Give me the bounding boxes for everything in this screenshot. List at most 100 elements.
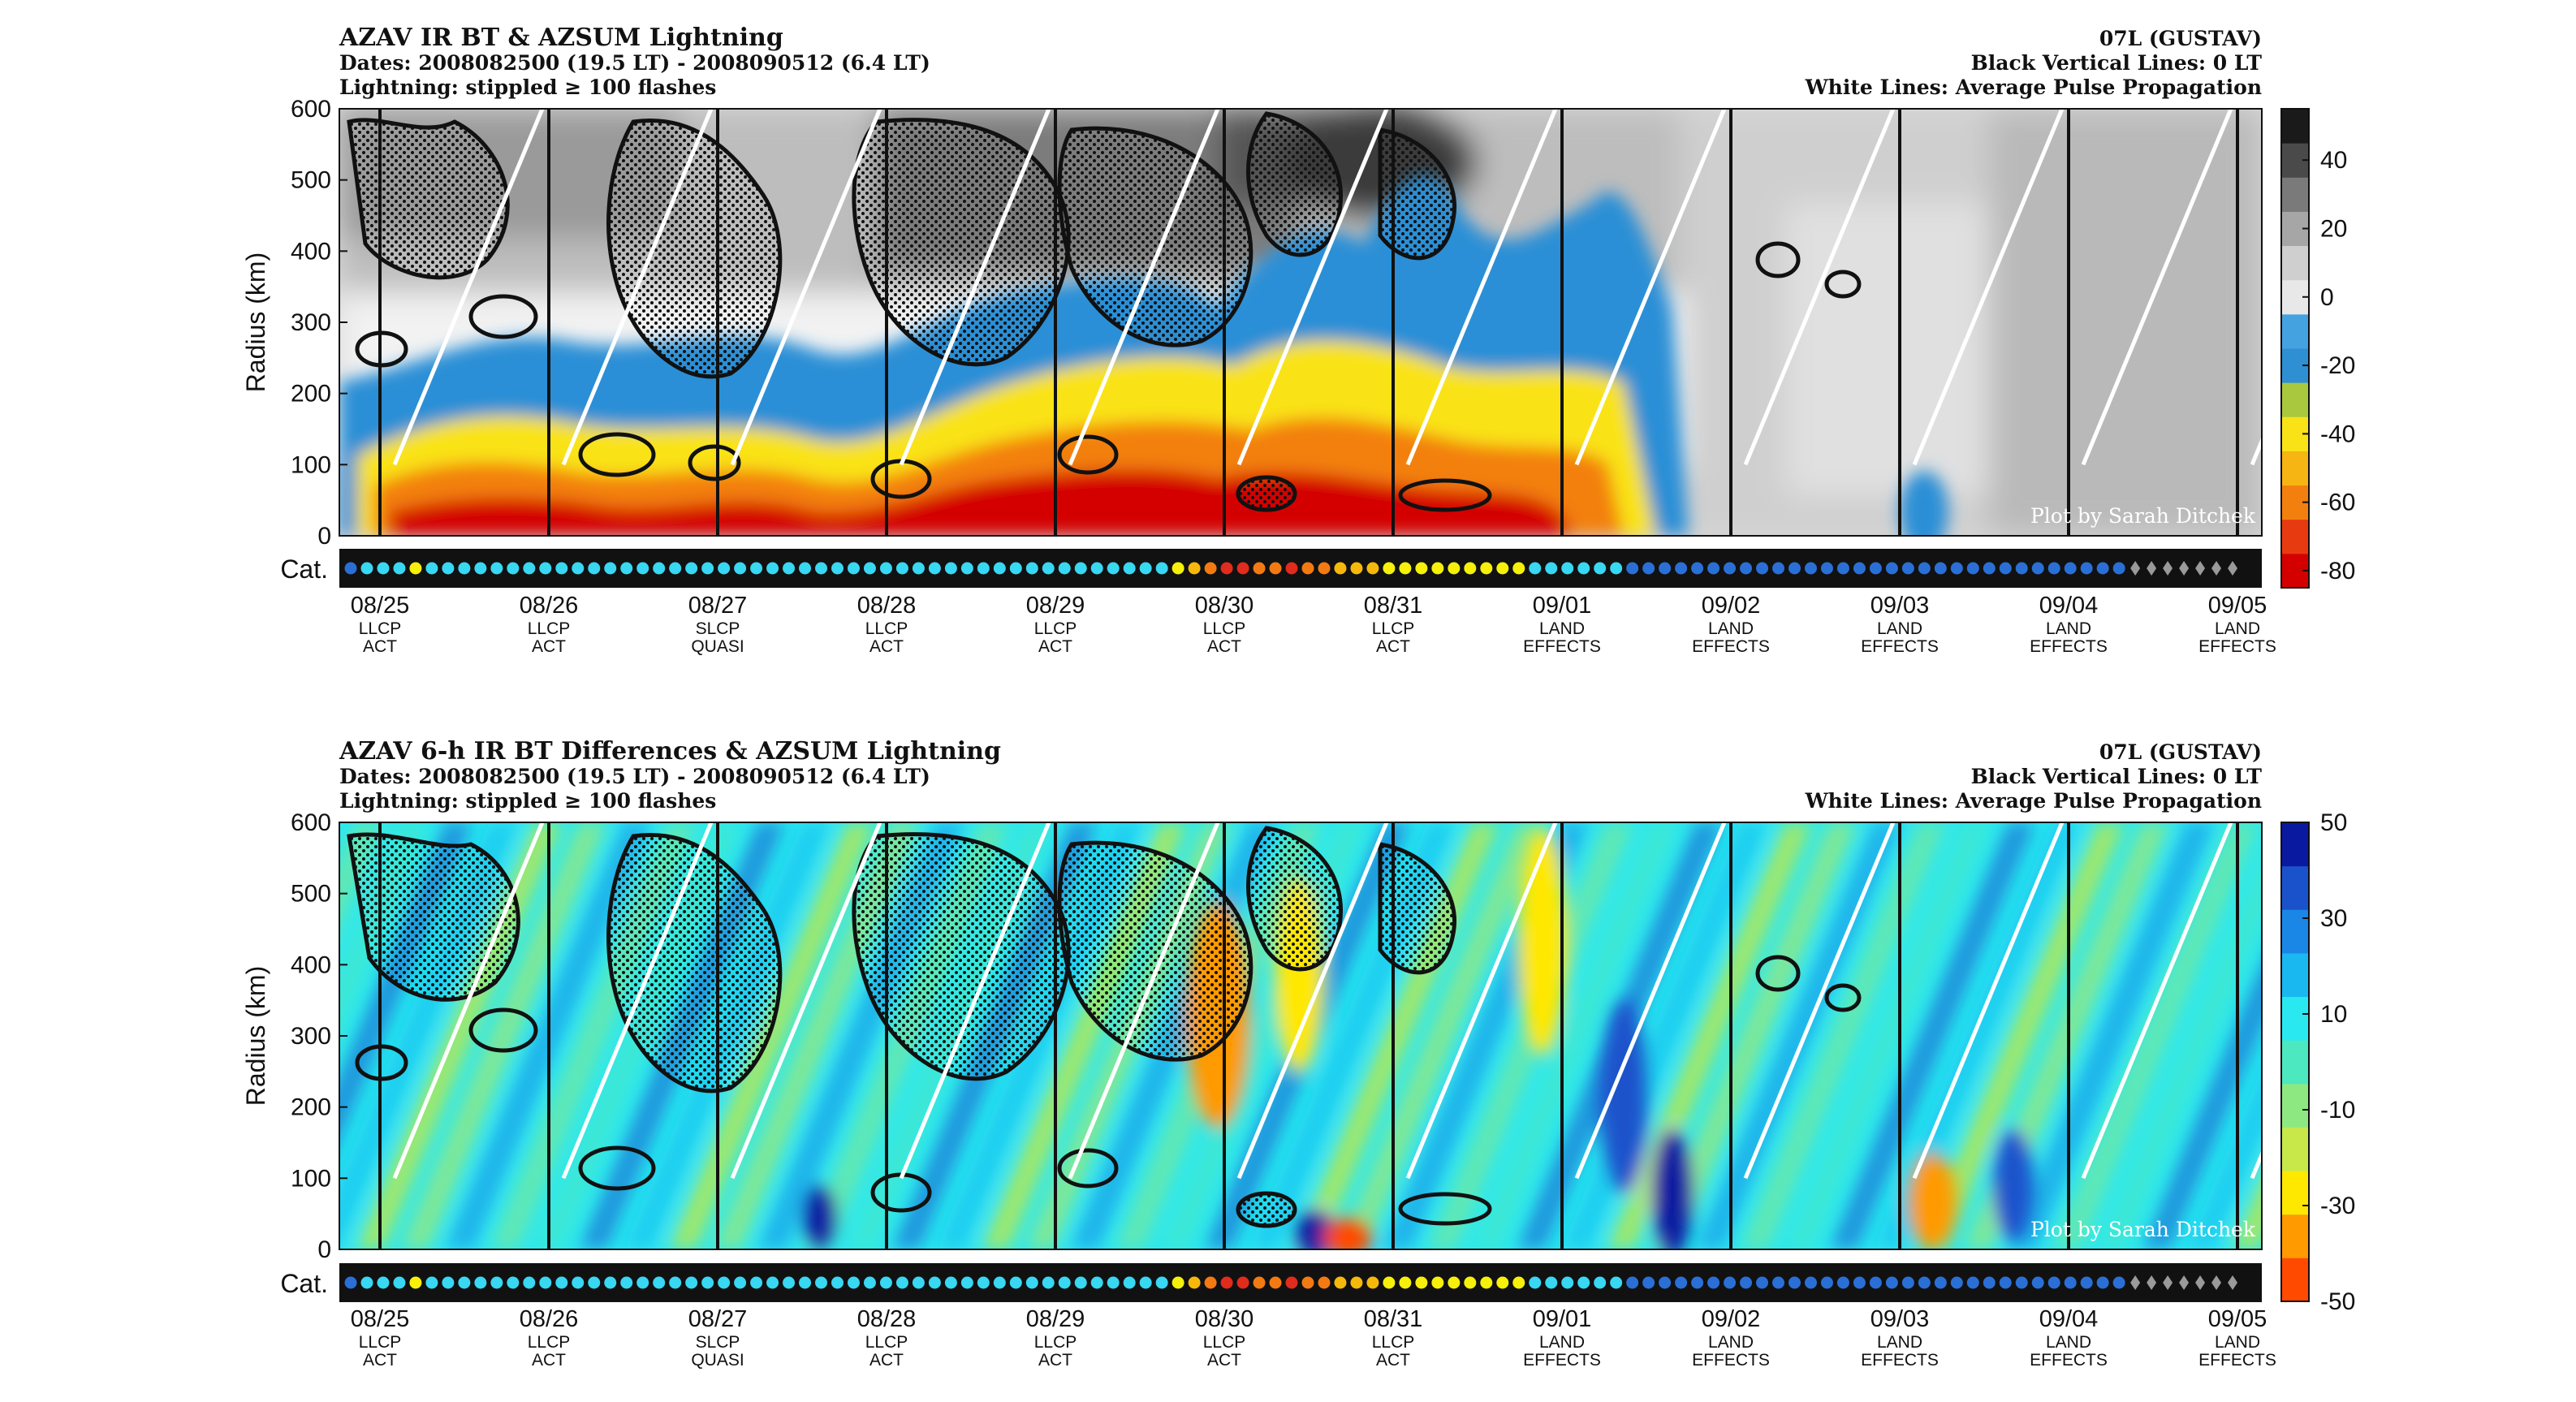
date-tick-label: 08/28 — [857, 593, 917, 619]
category-marker — [863, 1276, 876, 1289]
category-marker — [1464, 1276, 1477, 1289]
colorbar-segment — [2281, 1127, 2309, 1171]
category-marker — [2163, 561, 2173, 576]
category-marker — [1042, 562, 1055, 575]
pulse-propagation-line — [392, 109, 545, 466]
category-marker — [701, 1276, 714, 1289]
category-marker — [831, 562, 844, 575]
stage-label-line1: LAND — [2046, 1333, 2091, 1352]
category-marker — [928, 562, 941, 575]
category-marker — [2015, 1276, 2028, 1289]
category-marker — [344, 1276, 357, 1289]
category-marker — [425, 562, 438, 575]
category-marker — [2179, 561, 2190, 576]
date-tick-label: 08/29 — [1026, 593, 1085, 619]
date-tick-label: 08/25 — [351, 593, 410, 619]
category-marker — [1301, 1276, 1314, 1289]
category-marker — [442, 562, 455, 575]
colorbar-segment — [2281, 865, 2309, 910]
stage-label-line1: SLCP — [696, 1333, 740, 1352]
category-marker — [1594, 562, 1607, 575]
category-marker — [2130, 1275, 2141, 1290]
category-marker — [847, 562, 860, 575]
category-marker — [1804, 1276, 1817, 1289]
category-marker — [1691, 1276, 1704, 1289]
category-marker — [1269, 1276, 1282, 1289]
date-tick-label: 08/26 — [520, 593, 579, 619]
stage-label-line1: LAND — [1539, 1333, 1585, 1352]
category-marker — [1771, 1276, 1784, 1289]
pulse-propagation-line — [1236, 109, 1389, 466]
category-marker — [1334, 1276, 1347, 1289]
category-marker — [1950, 1276, 1963, 1289]
category-marker — [1529, 562, 1542, 575]
date-tick-label: 09/02 — [1702, 593, 1761, 619]
category-marker — [1236, 562, 1249, 575]
category-marker — [458, 562, 471, 575]
category-marker — [685, 1276, 698, 1289]
stage-label-line2: ACT — [1376, 637, 1410, 656]
pulse-propagation-line — [392, 822, 545, 1180]
category-marker — [1220, 562, 1233, 575]
category-marker — [944, 1276, 957, 1289]
stage-label-line1: LLCP — [865, 1333, 908, 1352]
category-marker — [1009, 1276, 1022, 1289]
category-marker — [2112, 562, 2125, 575]
category-marker — [360, 1276, 373, 1289]
category-marker — [1301, 562, 1314, 575]
category-marker — [1285, 1276, 1298, 1289]
date-tick-label: 08/27 — [688, 1306, 748, 1332]
category-marker — [1545, 562, 1558, 575]
category-marker — [977, 1276, 990, 1289]
category-marker — [2130, 561, 2141, 576]
stage-label-line2: EFFECTS — [1692, 637, 1770, 656]
category-marker — [1642, 1276, 1655, 1289]
category-marker — [604, 1276, 617, 1289]
category-marker — [1999, 562, 2012, 575]
category-marker — [993, 1276, 1006, 1289]
category-marker — [1025, 1276, 1038, 1289]
date-tick-label: 09/01 — [1533, 593, 1592, 619]
category-marker — [1090, 1276, 1103, 1289]
stage-label-line1: LLCP — [1034, 1333, 1077, 1352]
category-marker — [1983, 1276, 1996, 1289]
category-marker — [1966, 1276, 1979, 1289]
panel-a-lightning-contours — [355, 241, 1862, 512]
colorbar-segment — [2281, 382, 2309, 417]
date-tick-label: 09/01 — [1533, 1306, 1592, 1332]
category-marker — [766, 562, 779, 575]
category-marker — [1918, 562, 1931, 575]
pulse-propagation-line — [1743, 822, 1896, 1180]
category-marker — [2228, 561, 2238, 576]
category-marker — [2163, 1275, 2173, 1290]
date-tick-label: 09/02 — [1702, 1306, 1761, 1332]
category-marker — [1836, 1276, 1849, 1289]
category-marker — [1512, 1276, 1525, 1289]
stage-label-line1: LLCP — [359, 619, 402, 638]
category-marker — [685, 562, 698, 575]
stage-label-line1: LAND — [1708, 1333, 1754, 1352]
panel-a-storm-name: 07L (GUSTAV) — [2099, 27, 2262, 50]
y-tick-label: 200 — [291, 1094, 331, 1121]
colorbar-segment — [2281, 313, 2309, 349]
category-marker — [1740, 1276, 1753, 1289]
category-marker — [912, 562, 925, 575]
date-tick-label: 08/30 — [1195, 593, 1254, 619]
category-marker — [2211, 1275, 2222, 1290]
category-marker — [1496, 562, 1509, 575]
category-marker — [669, 562, 682, 575]
category-marker — [895, 1276, 908, 1289]
panel-a-category-label: Cat. — [280, 554, 328, 584]
panel-a-dates: Dates: 2008082500 (19.5 LT) - 2008090512… — [339, 51, 930, 75]
colorbar-segment — [2281, 245, 2309, 281]
panel-a-plot-area: Plot by Sarah Ditchek — [339, 109, 2262, 536]
date-tick-label: 08/25 — [351, 1306, 410, 1332]
category-marker — [393, 1276, 406, 1289]
category-marker — [1448, 562, 1461, 575]
colorbar-segment — [2281, 952, 2309, 998]
stage-label-line1: LLCP — [1203, 1333, 1246, 1352]
stage-label-line2: EFFECTS — [1692, 1351, 1770, 1370]
category-marker — [1691, 562, 1704, 575]
category-marker — [555, 562, 568, 575]
